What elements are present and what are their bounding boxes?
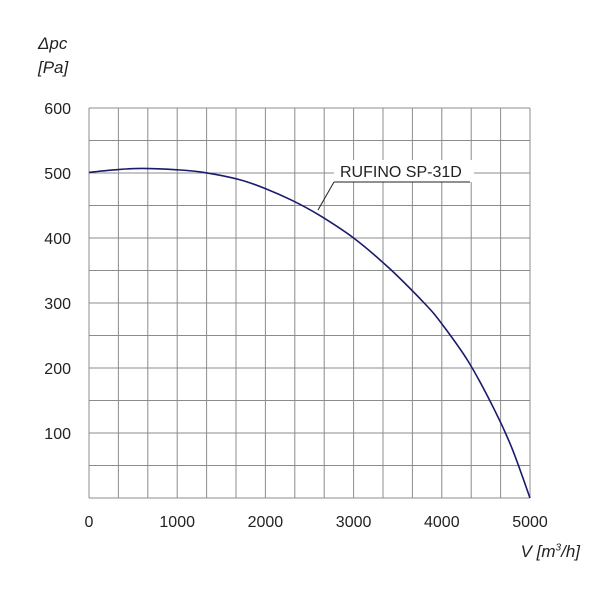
annotation-leader-line [317, 181, 335, 211]
y-axis-label-symbol: Δpc [38, 34, 68, 53]
y-tick-label: 300 [44, 296, 71, 313]
annotation-background [334, 160, 474, 182]
y-tick-label: 500 [44, 166, 71, 183]
y-tick-label: 200 [44, 361, 71, 378]
x-tick-label: 1000 [159, 514, 195, 531]
y-tick-label: 400 [44, 231, 71, 248]
y-axis-label-unit: [Pa] [38, 58, 69, 77]
x-tick-label: 3000 [336, 514, 372, 531]
y-tick-label: 100 [44, 426, 71, 443]
x-tick-label: 2000 [248, 514, 284, 531]
x-tick-label: 4000 [424, 514, 460, 531]
series-line [88, 167, 531, 499]
x-tick-label: 0 [85, 514, 94, 531]
x-axis-label: V [m3/h] [520, 542, 580, 561]
x-tick-label: 5000 [512, 514, 548, 531]
annotation-label: RUFINO SP-31D [340, 164, 462, 181]
y-tick-label: 600 [44, 101, 71, 118]
